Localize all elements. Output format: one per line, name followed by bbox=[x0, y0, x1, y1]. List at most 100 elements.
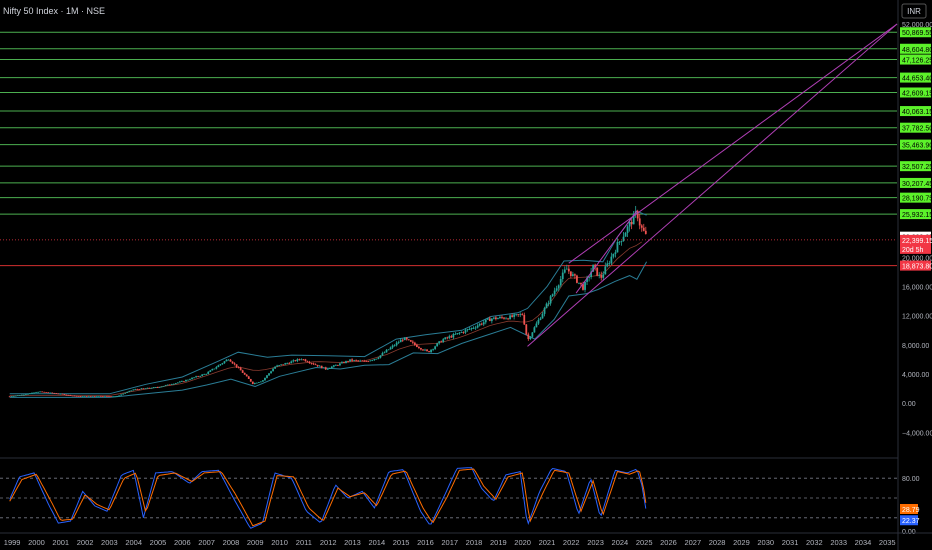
horizontal-levels[interactable]: 50,869.55 48,604.80 47,126.25 44,653.40 42,6… bbox=[0, 27, 932, 271]
trend-channel[interactable] bbox=[527, 23, 898, 347]
candle-body bbox=[357, 360, 360, 362]
candle-body bbox=[59, 393, 62, 395]
candle-body bbox=[486, 318, 489, 320]
candle-body bbox=[600, 275, 603, 278]
candle-body bbox=[539, 318, 542, 320]
candle-body bbox=[128, 390, 131, 392]
candle-body bbox=[480, 323, 483, 325]
candle-body bbox=[334, 365, 337, 366]
candle-body bbox=[495, 317, 497, 320]
candle-body bbox=[531, 332, 534, 337]
candle-body bbox=[253, 382, 256, 384]
candle-body bbox=[472, 327, 475, 329]
trend-channel-line[interactable] bbox=[575, 210, 638, 294]
candle-body bbox=[444, 337, 447, 340]
candle-body bbox=[91, 396, 94, 397]
level-value-label: 48,604.80 bbox=[902, 47, 932, 54]
candle-body bbox=[231, 361, 234, 364]
candle-body bbox=[466, 329, 469, 330]
candle-body bbox=[61, 393, 64, 395]
candle-body bbox=[578, 282, 580, 284]
candle-body bbox=[181, 381, 183, 382]
candles bbox=[8, 205, 647, 398]
candle-body bbox=[298, 359, 301, 360]
candle-body bbox=[276, 365, 279, 367]
candle-body bbox=[93, 396, 96, 397]
candle-body bbox=[610, 256, 613, 264]
candle-body bbox=[482, 322, 485, 325]
candle-body bbox=[290, 361, 293, 364]
candle-body bbox=[215, 367, 218, 369]
candle-body bbox=[592, 264, 595, 272]
candle-body bbox=[282, 364, 285, 366]
candle-body bbox=[148, 387, 151, 389]
resistance-level-badge bbox=[900, 87, 931, 98]
candle-body bbox=[172, 383, 175, 385]
candle-body bbox=[245, 374, 248, 377]
candle-body bbox=[381, 353, 384, 356]
candle-body bbox=[65, 394, 68, 396]
resistance-level-badge bbox=[900, 192, 931, 203]
oscillator-value-label: 22.37 bbox=[902, 518, 920, 525]
candle-body bbox=[49, 392, 52, 394]
candle-body bbox=[430, 349, 432, 353]
candle-body bbox=[296, 359, 299, 362]
candle-body bbox=[183, 381, 185, 382]
oscillator-tick-label: 80.00 bbox=[902, 476, 920, 483]
candle-body bbox=[367, 361, 370, 363]
trend-channel-line[interactable] bbox=[527, 23, 898, 347]
candle-body bbox=[341, 362, 343, 364]
candle-body bbox=[328, 368, 331, 369]
candle-body bbox=[596, 267, 599, 276]
candle-body bbox=[37, 391, 39, 393]
candle-body bbox=[630, 221, 633, 225]
candle-body bbox=[505, 318, 507, 320]
candle-body bbox=[411, 341, 414, 343]
candle-body bbox=[27, 393, 29, 395]
candle-body bbox=[385, 349, 388, 353]
bollinger-basis-line bbox=[9, 241, 643, 397]
candle-body bbox=[638, 218, 641, 226]
candle-body bbox=[379, 355, 382, 358]
trend-channel-line[interactable] bbox=[568, 23, 898, 264]
candle-body bbox=[63, 394, 66, 395]
candle-body bbox=[363, 361, 366, 362]
oscillator-value-badge bbox=[900, 515, 918, 526]
year-tick-label: 2004 bbox=[125, 538, 142, 547]
candle-body bbox=[41, 391, 44, 393]
candle-body bbox=[332, 365, 335, 367]
candle-body bbox=[320, 365, 323, 369]
level-value-label: 35,463.90 bbox=[902, 143, 932, 150]
candle-body bbox=[407, 339, 410, 341]
time-axis[interactable]: 1999 2000 2001 2002 2003 2004 2005 2006 2007 2008… bbox=[4, 538, 896, 547]
candle-body bbox=[71, 395, 74, 397]
candle-body bbox=[136, 389, 139, 390]
candle-body bbox=[114, 396, 116, 398]
candle-body bbox=[294, 360, 297, 362]
candle-body bbox=[43, 391, 46, 393]
bollinger-bands bbox=[9, 210, 648, 398]
stoch-k-line bbox=[9, 467, 647, 529]
candle-body bbox=[642, 227, 645, 231]
candle-body bbox=[8, 396, 11, 398]
candle-body bbox=[199, 375, 202, 377]
bar-countdown-label: 20d 5h bbox=[902, 247, 924, 254]
candle-body bbox=[349, 359, 351, 362]
candle-body bbox=[55, 393, 58, 395]
candle-body bbox=[533, 327, 536, 333]
candle-body bbox=[418, 346, 420, 349]
candle-body bbox=[422, 349, 424, 351]
year-tick-label: 2018 bbox=[466, 538, 483, 547]
candle-body bbox=[233, 363, 236, 365]
currency-button-frame[interactable] bbox=[901, 3, 927, 19]
candle-body bbox=[195, 376, 197, 378]
candle-body bbox=[507, 318, 509, 320]
candle-body bbox=[438, 341, 441, 344]
candle-body bbox=[227, 359, 230, 361]
candle-body bbox=[211, 368, 214, 371]
candle-body bbox=[353, 360, 356, 361]
candle-body bbox=[527, 334, 530, 339]
currency-button[interactable]: INR bbox=[901, 3, 927, 19]
